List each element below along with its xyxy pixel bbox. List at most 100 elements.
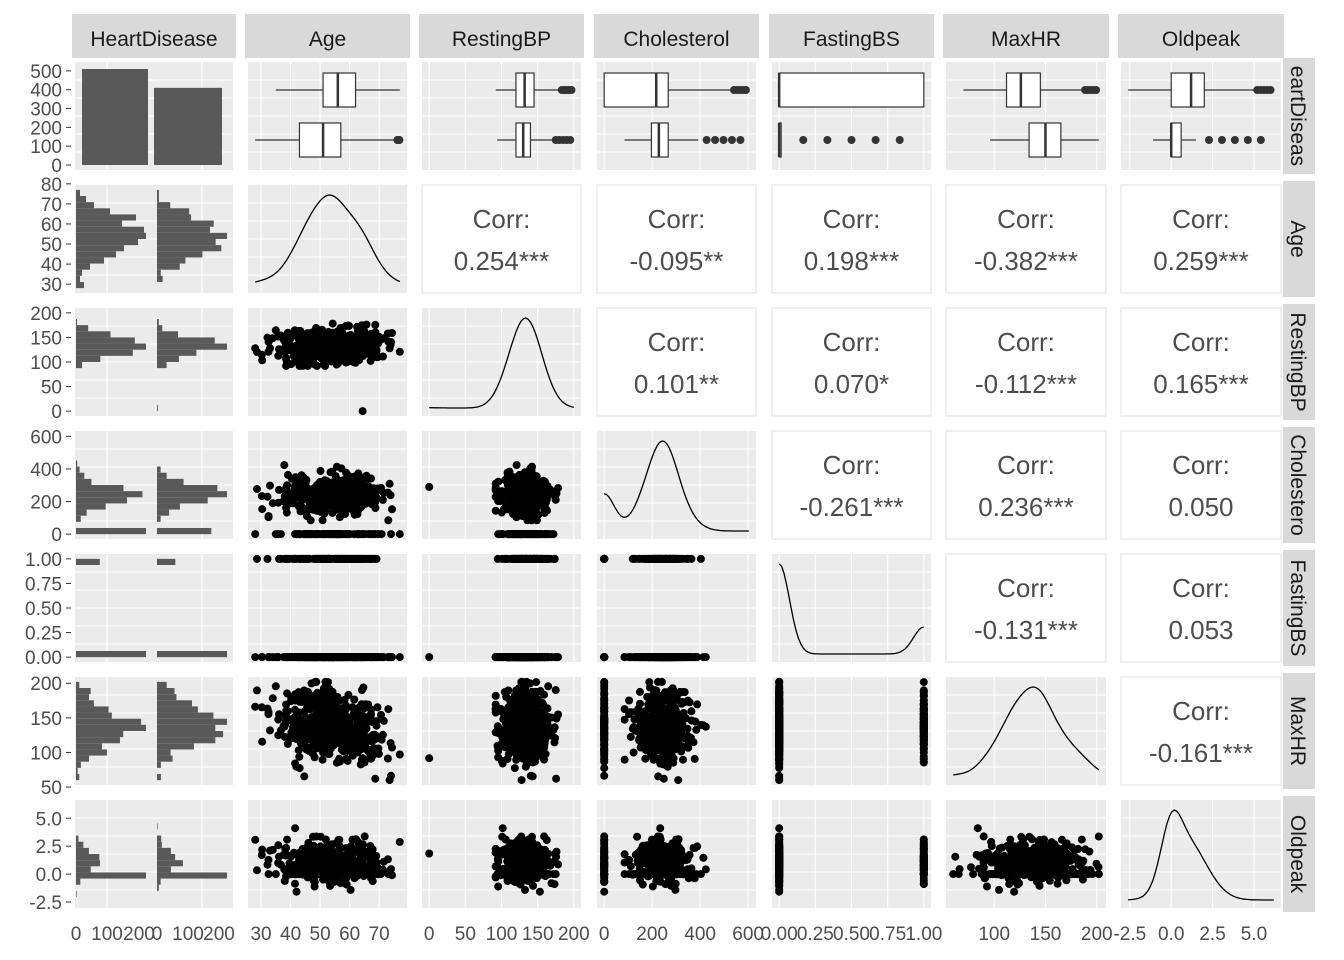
strip-right-label: Age <box>1286 220 1309 257</box>
hist-bar <box>76 706 109 713</box>
strip-top-label: MaxHR <box>991 28 1061 51</box>
hist-bar <box>157 343 227 350</box>
scatter-point <box>294 530 303 539</box>
hist-bar <box>76 688 91 695</box>
scatter-point <box>258 505 267 514</box>
hist-bar <box>76 731 124 738</box>
scatter-point <box>274 351 283 360</box>
scatter-point <box>301 478 310 487</box>
scatter-point <box>525 734 534 743</box>
scatter-point <box>305 705 314 714</box>
scatter-point <box>543 704 552 713</box>
scatter-point <box>360 482 369 490</box>
box-Oldpeak-1 <box>1170 122 1182 158</box>
strip-top-label: FastingBS <box>803 28 900 51</box>
scatter-point <box>513 740 522 749</box>
scatter-point <box>496 704 505 713</box>
scatter-point <box>325 750 334 759</box>
scatter-point <box>253 485 261 493</box>
hist-bar <box>157 466 161 473</box>
scatter-point <box>528 478 537 487</box>
scatter-point <box>253 554 261 563</box>
scatter-point <box>332 360 341 369</box>
scatter-point <box>620 653 629 662</box>
corr-panel-RestingBP-FastingBS <box>771 307 932 417</box>
hist-bar <box>76 226 144 233</box>
outlier <box>1266 86 1275 94</box>
scatter-point <box>318 755 327 764</box>
scatter-point <box>696 554 705 563</box>
outlier <box>1092 86 1101 94</box>
hist-bar <box>76 681 80 689</box>
hist-bar <box>157 319 159 326</box>
scatter-point <box>540 690 549 699</box>
scatter-point <box>332 489 341 498</box>
hist-bar <box>157 331 178 338</box>
strip-right-label: MaxHR <box>1286 696 1309 766</box>
scatter-point <box>493 554 502 563</box>
hist-bar <box>157 325 163 332</box>
scatter-point <box>654 653 663 662</box>
scatter-point <box>517 776 526 785</box>
scatter-point <box>320 505 329 514</box>
corr-panel-Age-MaxHR <box>945 184 1107 294</box>
hist-bar <box>157 355 179 362</box>
corr-panel-Cholesterol-MaxHR <box>945 430 1107 540</box>
hist-bar <box>76 362 83 369</box>
outlier <box>1256 136 1265 144</box>
hist-bar <box>157 515 161 522</box>
scatter-point <box>301 337 310 346</box>
scatter-point <box>386 739 395 748</box>
density-Oldpeak <box>1128 809 1274 901</box>
scatter-point <box>319 530 328 539</box>
hist-bar <box>157 349 197 356</box>
scatter-point <box>280 461 289 470</box>
scatter-point <box>494 477 503 486</box>
scatter-point <box>682 554 691 563</box>
scatter-point <box>302 732 311 741</box>
hist-bar <box>76 232 146 239</box>
scatter-point <box>324 719 333 728</box>
hist-bar <box>76 245 124 252</box>
scatter-point <box>517 684 526 693</box>
outlier <box>719 136 728 144</box>
hist-bar <box>157 263 180 270</box>
scatter-point <box>395 530 404 539</box>
scatter-point <box>518 692 527 701</box>
scatter-point <box>387 530 395 539</box>
scatter-point <box>552 774 561 783</box>
scatter-point <box>600 653 609 662</box>
scatter-point <box>264 710 273 719</box>
hist-bar <box>76 743 103 750</box>
scatter-point <box>491 506 500 515</box>
scatter-point <box>290 326 299 335</box>
scatter-point <box>257 492 266 501</box>
scatter-point <box>367 474 375 483</box>
scatter-point <box>494 530 503 539</box>
scatter-point <box>266 726 274 735</box>
scatter-point <box>387 338 395 347</box>
scatter-point <box>333 709 341 718</box>
scatter-point <box>354 530 363 539</box>
hist-bar <box>157 226 210 233</box>
scatter-point <box>543 506 552 515</box>
scatter-point <box>282 706 291 715</box>
scatter-point <box>551 734 560 743</box>
scatter-point <box>337 464 346 473</box>
scatter-point <box>324 530 333 539</box>
scatter-point <box>281 554 290 563</box>
corr-panel-Age-FastingBS <box>771 184 932 294</box>
scatter-point <box>343 716 352 725</box>
scatter-point <box>360 653 369 662</box>
corr-panel-Cholesterol-Oldpeak <box>1120 430 1282 540</box>
scatter-point <box>330 740 339 749</box>
hist-bar <box>76 878 81 885</box>
scatter-point <box>528 554 537 563</box>
scatter-point <box>319 694 328 703</box>
outlier <box>736 136 745 144</box>
outlier <box>1230 136 1239 144</box>
hist-bar <box>76 650 146 658</box>
scatter-point <box>340 709 349 718</box>
hist-bar <box>157 503 180 510</box>
hist-bar <box>76 503 106 510</box>
